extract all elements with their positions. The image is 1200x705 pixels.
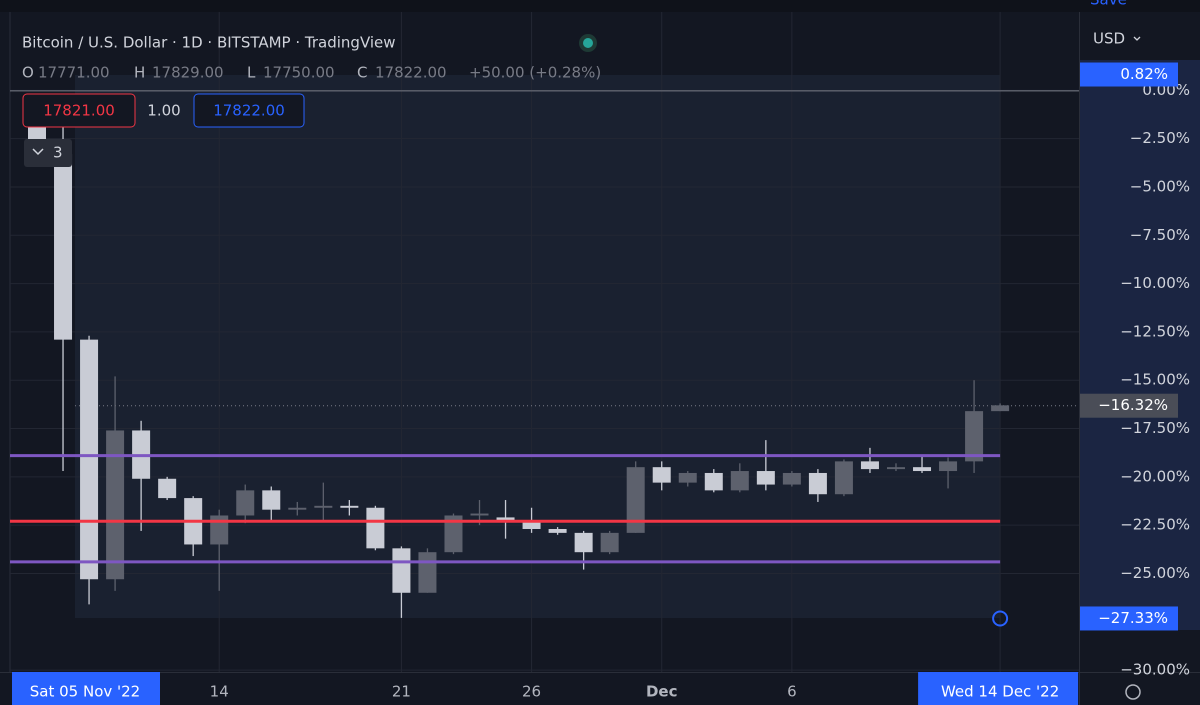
candle-body <box>496 517 515 522</box>
ohlc-value: 17771.00 <box>38 64 110 82</box>
ohlc-label: H <box>134 64 145 82</box>
candle-body <box>392 548 411 593</box>
price-badge-label: 0.82% <box>1120 65 1168 83</box>
candle-body <box>652 467 671 483</box>
chevron-icon <box>32 148 44 156</box>
candle-body <box>106 430 125 580</box>
y-tick-label: −7.50% <box>1130 226 1190 244</box>
candle-body <box>860 461 879 470</box>
range-start-label: Sat 05 Nov '22 <box>30 683 140 701</box>
candle-body <box>418 552 437 593</box>
chevron-icon <box>1133 36 1141 41</box>
price-badge-label: −16.32% <box>1098 396 1168 414</box>
price-badge-label: −27.33% <box>1098 609 1168 627</box>
candle-body <box>522 521 541 530</box>
spread: 1.00 <box>147 102 180 120</box>
ohlc-value: 17822.00 <box>375 64 447 82</box>
candle-body <box>54 154 73 340</box>
candle-body <box>782 472 801 485</box>
candle-body <box>548 529 567 533</box>
candle-body <box>704 472 723 491</box>
price-badge <box>1080 606 1178 631</box>
axis-range-highlight <box>1080 60 1200 630</box>
candle-body <box>730 471 749 491</box>
y-tick-label: −30.00% <box>1120 661 1190 679</box>
indicator-count[interactable]: 3 <box>53 144 63 162</box>
y-tick-label: −25.00% <box>1120 564 1190 582</box>
candle-body <box>886 467 905 470</box>
candle-body <box>808 472 827 495</box>
ohlc-label: C <box>357 64 367 82</box>
candle-body <box>158 478 177 499</box>
price-badge <box>1080 393 1178 418</box>
candle-body <box>470 513 489 516</box>
candle-body <box>340 505 359 508</box>
x-tick-label: Wed 14 Dec '22 <box>941 683 1059 701</box>
y-tick-label: −20.00% <box>1120 467 1190 485</box>
candle-body <box>626 467 645 533</box>
candle-body <box>678 472 697 483</box>
y-tick-label: −22.50% <box>1120 516 1190 534</box>
candle-body <box>236 490 255 516</box>
range-handle[interactable] <box>992 610 1009 627</box>
candle-body <box>80 339 99 580</box>
candle-body <box>314 505 333 508</box>
top-bar <box>0 0 1200 12</box>
range-start-badge <box>12 672 160 705</box>
ohlc-value: 17750.00 <box>263 64 335 82</box>
candle-body <box>574 532 593 553</box>
x-tick-label: 6 <box>787 683 797 701</box>
buy-button[interactable] <box>193 93 305 128</box>
x-badge <box>918 672 1079 705</box>
candle-body <box>288 507 307 510</box>
save-button[interactable]: Save <box>1090 0 1127 9</box>
settings-icon[interactable] <box>1125 684 1141 700</box>
status-dot <box>583 38 593 48</box>
y-tick-label: −2.50% <box>1130 129 1190 147</box>
buy-price[interactable]: 17822.00 <box>213 102 285 120</box>
candle-body <box>262 490 281 510</box>
y-tick-label: −17.50% <box>1120 419 1190 437</box>
sell-price[interactable]: 17821.00 <box>43 102 115 120</box>
x-tick-label: 21 <box>392 683 411 701</box>
candle-body <box>366 507 385 549</box>
x-tick-label: 26 <box>522 683 541 701</box>
candle-body <box>991 405 1010 412</box>
y-tick-label: −12.50% <box>1120 322 1190 340</box>
x-tick-label: 14 <box>210 683 229 701</box>
ohlc-label: O <box>22 64 34 82</box>
price-badge <box>1080 62 1178 87</box>
candle-body <box>913 467 932 472</box>
indicator-toggle[interactable] <box>24 139 72 167</box>
ohlc-change: +50.00 (+0.28%) <box>469 64 601 82</box>
candle-body <box>444 515 463 553</box>
ohlc-label: L <box>247 64 256 82</box>
currency-selector[interactable]: USD <box>1093 30 1125 48</box>
y-tick-label: −10.00% <box>1120 274 1190 292</box>
chart-title: Bitcoin / U.S. Dollar · 1D · BITSTAMP · … <box>22 34 396 52</box>
candle-body <box>965 411 984 462</box>
x-tick-label: Dec <box>646 683 678 701</box>
ohlc-value: 17829.00 <box>152 64 224 82</box>
candle-body <box>756 471 775 485</box>
candle-body <box>939 461 958 472</box>
candle-body <box>834 461 853 495</box>
y-tick-label: −15.00% <box>1120 371 1190 389</box>
candle-body <box>600 532 619 553</box>
sell-button[interactable] <box>22 93 136 128</box>
y-tick-label: −5.00% <box>1130 177 1190 195</box>
